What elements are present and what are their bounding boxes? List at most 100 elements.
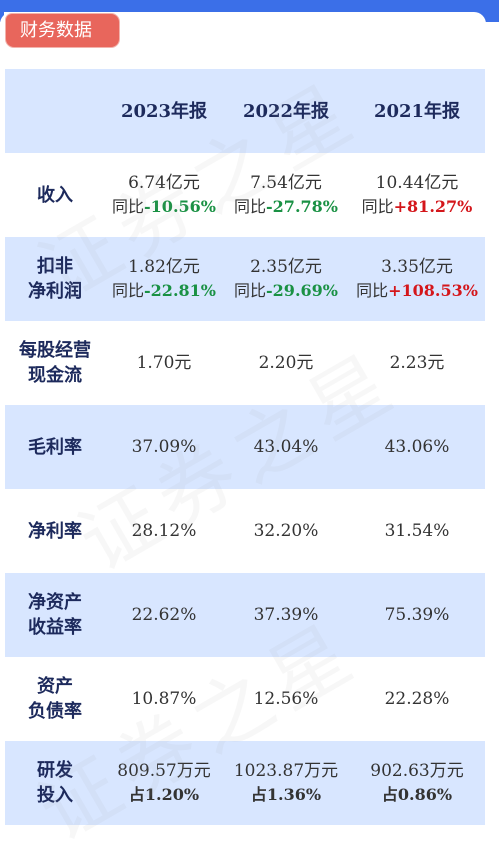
row-label-line: 收益率 bbox=[28, 617, 82, 638]
row-label-line: 净利率 bbox=[28, 520, 82, 542]
row-label-line: 毛利率 bbox=[28, 436, 82, 458]
value-main: 3.35亿元 bbox=[381, 257, 453, 277]
change-prefix: 同比 bbox=[361, 197, 394, 216]
value-cell: 43.06% bbox=[349, 436, 485, 459]
value-change: 占1.20% bbox=[105, 783, 223, 806]
change-prefix: 同比 bbox=[234, 281, 267, 300]
section-tag: 财务数据 bbox=[6, 14, 119, 47]
value-cell: 1.82亿元 同比-22.81% bbox=[105, 256, 223, 302]
table-row: 收入 6.74亿元 同比-10.56% 7.54亿元 同比-27.78% 10.44亿元同… bbox=[5, 153, 485, 237]
value-change: 同比+81.27% bbox=[349, 195, 485, 218]
value-main: 37.09% bbox=[131, 436, 197, 457]
value-cell: 32.20% bbox=[223, 520, 349, 543]
value-cell: 28.12% bbox=[105, 520, 223, 543]
row-label-line: 投入 bbox=[37, 785, 73, 806]
value-cell: 75.39% bbox=[349, 604, 485, 627]
value-cell: 43.04% bbox=[223, 436, 349, 459]
value-main: 22.28% bbox=[384, 688, 450, 709]
value-main: 75.39% bbox=[384, 604, 450, 625]
header-year: 2021年报 bbox=[373, 100, 461, 122]
value-cell: 6.74亿元 同比-10.56% bbox=[105, 172, 223, 218]
value-main: 2.20元 bbox=[258, 352, 314, 373]
value-change: 占0.86% bbox=[349, 783, 485, 806]
financial-table: 2023年报 2022年报 2021年报 收入 6.74亿元 同比-10.56% 7.… bbox=[5, 69, 485, 825]
row-label: 净资产 收益率 bbox=[5, 590, 105, 640]
value-main: 28.12% bbox=[131, 520, 197, 541]
table-row: 净利率 28.12% 32.20% 31.54% bbox=[5, 489, 485, 573]
value-main: 37.39% bbox=[253, 604, 319, 625]
value-cell: 809.57万元 占1.20% bbox=[105, 760, 223, 806]
row-label-line: 收入 bbox=[37, 184, 73, 206]
value-cell: 3.35亿元 同比+108.53% bbox=[349, 256, 485, 302]
value-change: 同比-10.56% bbox=[105, 195, 223, 218]
change-value: 0.86% bbox=[397, 785, 453, 804]
value-main: 2.35亿元 bbox=[250, 257, 322, 277]
value-main: 12.56% bbox=[253, 688, 319, 709]
table-row: 研发 投入 809.57万元 占1.20% 1023.87万元 占1.36% 902.63万… bbox=[5, 741, 485, 825]
value-cell: 22.28% bbox=[349, 688, 485, 711]
row-label-line: 净资产 bbox=[28, 592, 82, 613]
value-cell: 10.44亿元 同比+81.27% bbox=[349, 172, 485, 218]
row-label-line: 研发 bbox=[37, 760, 73, 781]
change-prefix: 占 bbox=[250, 785, 267, 804]
value-cell: 31.54% bbox=[349, 520, 485, 543]
change-value: +108.53% bbox=[388, 281, 478, 300]
value-cell: 2.35亿元 同比-29.69% bbox=[223, 256, 349, 302]
change-value: -29.69% bbox=[266, 281, 338, 300]
row-label-line: 扣非 bbox=[37, 256, 73, 277]
value-main: 7.54亿元 bbox=[250, 173, 322, 193]
change-prefix: 占 bbox=[381, 785, 398, 804]
change-prefix: 占 bbox=[128, 785, 145, 804]
value-cell: 1023.87万元 占1.36% bbox=[223, 760, 349, 806]
value-cell: 7.54亿元 同比-27.78% bbox=[223, 172, 349, 218]
row-label-line: 负债率 bbox=[28, 701, 82, 722]
value-main: 2.23元 bbox=[389, 352, 445, 373]
value-change: 同比-29.69% bbox=[223, 279, 349, 302]
value-main: 902.63万元 bbox=[370, 761, 464, 781]
value-cell: 902.63万元 占0.86% bbox=[349, 760, 485, 806]
change-value: -10.56% bbox=[144, 197, 216, 216]
table-row: 扣非 净利润 1.82亿元 同比-22.81% 2.35亿元 同比-29.69% 3.35亿… bbox=[5, 237, 485, 321]
value-change: 同比-27.78% bbox=[223, 195, 349, 218]
row-label: 毛利率 bbox=[5, 435, 105, 460]
value-cell: 37.39% bbox=[223, 604, 349, 627]
row-label: 研发 投入 bbox=[5, 758, 105, 808]
value-main: 10.87% bbox=[131, 688, 197, 709]
change-prefix: 同比 bbox=[234, 197, 267, 216]
row-label: 每股经营 现金流 bbox=[5, 338, 105, 388]
table-row: 净资产 收益率 22.62% 37.39% 75.39% bbox=[5, 573, 485, 657]
value-main: 10.44亿元 bbox=[375, 173, 459, 193]
value-cell: 1.70元 bbox=[105, 352, 223, 375]
row-label: 净利率 bbox=[5, 519, 105, 544]
value-change: 占1.36% bbox=[223, 783, 349, 806]
row-label: 收入 bbox=[5, 183, 105, 208]
row-label-line: 现金流 bbox=[28, 365, 82, 386]
value-change: 同比+108.53% bbox=[349, 279, 485, 302]
value-cell: 2.23元 bbox=[349, 352, 485, 375]
change-prefix: 同比 bbox=[112, 281, 145, 300]
value-cell: 10.87% bbox=[105, 688, 223, 711]
row-label: 扣非 净利润 bbox=[5, 254, 105, 304]
change-value: -27.78% bbox=[266, 197, 338, 216]
row-label-line: 每股经营 bbox=[19, 340, 91, 361]
value-main: 32.20% bbox=[253, 520, 319, 541]
change-value: +81.27% bbox=[393, 197, 473, 216]
value-cell: 2.20元 bbox=[223, 352, 349, 375]
header-year: 2022年报 bbox=[242, 100, 330, 122]
value-main: 1.70元 bbox=[136, 352, 192, 373]
row-label: 资产 负债率 bbox=[5, 674, 105, 724]
change-value: 1.20% bbox=[144, 785, 200, 804]
row-label-line: 净利润 bbox=[28, 281, 82, 302]
change-prefix: 同比 bbox=[356, 281, 389, 300]
header-year: 2023年报 bbox=[120, 100, 208, 122]
value-main: 809.57万元 bbox=[117, 761, 211, 781]
change-value: 1.36% bbox=[266, 785, 322, 804]
value-main: 6.74亿元 bbox=[128, 173, 200, 193]
row-label-line: 资产 bbox=[37, 676, 73, 697]
change-value: -22.81% bbox=[144, 281, 216, 300]
value-change: 同比-22.81% bbox=[105, 279, 223, 302]
table-row: 毛利率 37.09% 43.04% 43.06% bbox=[5, 405, 485, 489]
value-cell: 12.56% bbox=[223, 688, 349, 711]
change-prefix: 同比 bbox=[112, 197, 145, 216]
value-main: 43.04% bbox=[253, 436, 319, 457]
